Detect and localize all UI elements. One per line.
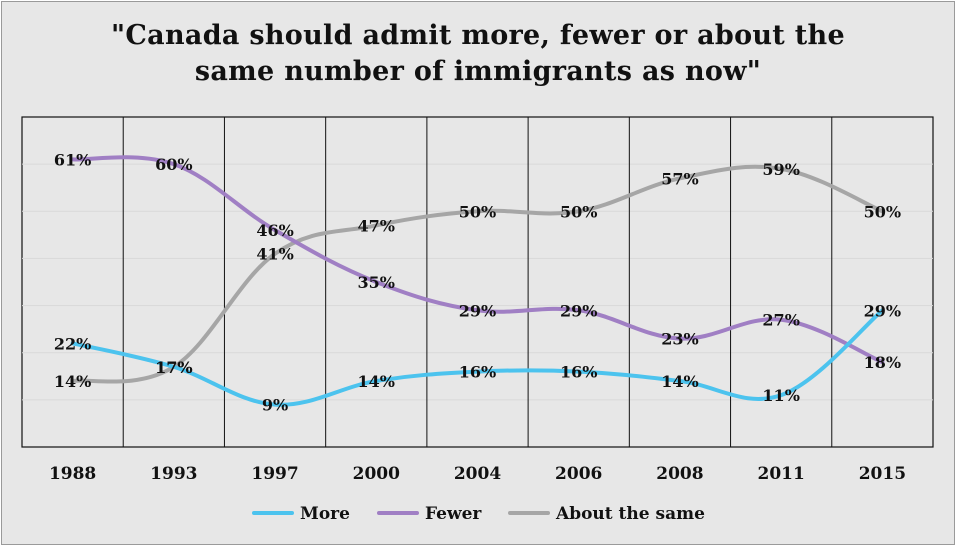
x-tick-label: 2006 [555,464,602,484]
data-label-fewer: 46% [256,221,293,240]
data-label-more: 16% [459,363,496,382]
data-label-about-the-same: 50% [560,202,597,221]
data-label-fewer: 35% [358,273,395,292]
data-label-about-the-same: 47% [358,216,395,235]
data-label-fewer: 61% [54,150,91,169]
data-label-about-the-same: 50% [864,202,901,221]
data-label-about-the-same: 50% [459,202,496,221]
data-label-about-the-same: 14% [54,372,91,391]
legend-item-fewer: Fewer [377,502,481,526]
data-label-more: 29% [864,301,901,320]
data-label-about-the-same: 17% [155,358,192,377]
legend-label-fewer: Fewer [425,504,482,524]
data-label-more: 22% [54,334,91,353]
data-label-more: 14% [358,372,395,391]
data-label-fewer: 23% [661,330,698,349]
data-label-more: 14% [661,372,698,391]
series-line-more [70,308,885,407]
legend-swatch-about-the-same [508,510,550,515]
data-label-more: 9% [262,396,288,415]
x-tick-label: 2004 [454,464,501,484]
chart-title: "Canada should admit more, fewer or abou… [0,18,956,90]
legend-item-about-the-same: About the same [508,502,705,526]
legend-swatch-fewer [377,510,419,515]
x-tick-label: 2000 [353,464,400,484]
x-tick-label: 1993 [150,464,197,484]
data-label-about-the-same: 41% [256,245,293,264]
data-label-more: 16% [560,363,597,382]
legend-item-more: More [252,502,350,526]
x-tick-label: 1988 [49,464,96,484]
legend-label-about-the-same: About the same [556,504,705,524]
data-label-fewer: 60% [155,155,192,174]
data-label-about-the-same: 59% [762,160,799,179]
series-line-about-the-same [70,164,885,384]
chart-title-line-1: "Canada should admit more, fewer or abou… [111,20,845,51]
data-label-fewer: 18% [864,353,901,372]
plot-area [21,116,934,448]
data-label-more: 11% [762,386,799,405]
data-label-about-the-same: 57% [661,169,698,188]
legend-label-more: More [300,504,350,524]
data-label-fewer: 27% [762,311,799,330]
x-tick-label: 2008 [656,464,703,484]
data-label-fewer: 29% [459,301,496,320]
data-label-fewer: 29% [560,301,597,320]
x-tick-label: 1997 [251,464,298,484]
data-label-more: 17% [155,358,192,377]
x-tick-label: 2015 [859,464,906,484]
legend-swatch-more [252,510,294,515]
chart-title-line-2: same number of immigrants as now" [194,56,762,87]
x-tick-label: 2011 [758,464,805,484]
series-line-fewer [70,155,885,365]
